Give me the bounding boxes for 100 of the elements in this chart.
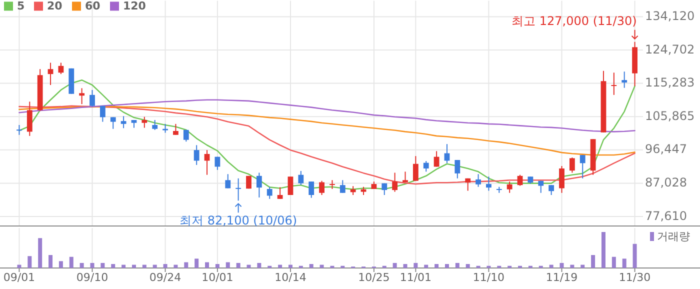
candlestick: [580, 154, 586, 179]
candlestick: [412, 156, 418, 182]
bar: [246, 264, 251, 268]
bar: [288, 264, 292, 268]
candlestick: [611, 72, 617, 96]
bar: [184, 262, 188, 268]
bar: [215, 264, 220, 268]
candlestick: [434, 150, 440, 168]
bar: [278, 264, 282, 268]
candlestick: [538, 180, 544, 194]
candlestick: [622, 71, 628, 88]
bar: [236, 262, 240, 268]
x-tick-label: 09/01: [3, 271, 36, 284]
candlestick: [16, 124, 22, 136]
bar: [226, 262, 230, 268]
candlestick: [486, 176, 492, 192]
candlestick: [476, 174, 481, 188]
bar: [403, 264, 408, 268]
bar: [194, 258, 199, 268]
bar: [111, 264, 116, 268]
candlestick: [48, 62, 54, 86]
legend-label: 60: [85, 0, 101, 13]
y-tick-label: 115,283: [645, 76, 695, 90]
annotation: 최고 127,000 (11/30): [512, 14, 637, 28]
x-tick-label: 10/25: [358, 271, 390, 284]
candlestick: [559, 165, 564, 194]
candlestick: [236, 178, 242, 202]
x-tick-label: 09/10: [76, 271, 108, 284]
candlestick: [204, 150, 210, 176]
x-tick-label: 09/24: [149, 271, 182, 284]
bar: [549, 264, 554, 268]
candlestick: [110, 116, 116, 130]
candlestick: [392, 172, 398, 192]
candlestick: [517, 174, 523, 186]
bar: [444, 264, 449, 268]
legend-label: 5: [17, 0, 25, 13]
candlestick: [173, 123, 178, 136]
bar: [142, 264, 146, 268]
bar: [424, 264, 428, 268]
x-tick-label: 10/14: [274, 271, 306, 284]
candlestick: [225, 174, 231, 189]
bar: [28, 256, 32, 268]
x-tick-label: 11/01: [400, 271, 432, 284]
bar: [58, 261, 63, 268]
y-tick-label: 105,865: [645, 108, 695, 123]
bar: [38, 238, 42, 268]
y-tick-label: 87,028: [645, 176, 687, 190]
candlestick: [569, 157, 575, 174]
candlestick: [308, 181, 314, 198]
candlestick: [194, 144, 200, 166]
bar: [17, 264, 22, 268]
bar: [580, 264, 585, 268]
bar: [152, 264, 157, 268]
candlestick: [423, 160, 429, 172]
candlestick: [58, 62, 64, 75]
bar: [622, 258, 626, 268]
candlestick: [266, 186, 272, 200]
candlestick: [256, 172, 262, 198]
x-tick-label: 11/19: [546, 271, 578, 284]
bar: [122, 264, 126, 268]
candlestick: [548, 184, 554, 196]
bar: [392, 262, 397, 268]
bar: [466, 264, 470, 268]
x-tick-label: 11/30: [618, 271, 651, 284]
bar: [632, 244, 637, 268]
bar: [257, 262, 262, 268]
candlestick: [402, 171, 408, 183]
bar: [601, 232, 606, 268]
y-tick-label: 96,447: [645, 142, 687, 156]
bar: [612, 256, 616, 268]
candlestick: [100, 105, 106, 122]
bar: [163, 264, 168, 268]
bar: [455, 262, 460, 268]
candlestick: [152, 120, 158, 130]
bar: [80, 262, 84, 268]
y-tick-label: 134,120: [645, 8, 695, 23]
candlestick: [26, 101, 32, 136]
bar: [100, 262, 105, 268]
candlestick: [454, 159, 460, 179]
candlestick: [79, 88, 85, 105]
x-tick-label: 10/01: [202, 271, 234, 284]
bar: [434, 264, 439, 268]
legend-label: 거래량: [657, 230, 690, 244]
y-tick-label: 124,702: [645, 42, 695, 56]
candlestick: [330, 180, 335, 190]
bar: [174, 264, 178, 268]
bar: [309, 264, 314, 268]
legend-label: 20: [47, 0, 63, 13]
candlestick: [506, 181, 512, 194]
bar: [591, 255, 596, 268]
y-tick-label: 77,610: [645, 208, 687, 223]
x-tick-label: 11/10: [472, 271, 505, 284]
bar: [69, 256, 74, 268]
candlestick: [90, 89, 95, 108]
bar: [132, 264, 136, 268]
legend-label: 120: [123, 0, 146, 13]
candlestick: [142, 116, 148, 128]
candlestick: [288, 176, 294, 196]
bar: [48, 255, 53, 268]
candlestick: [298, 170, 304, 186]
